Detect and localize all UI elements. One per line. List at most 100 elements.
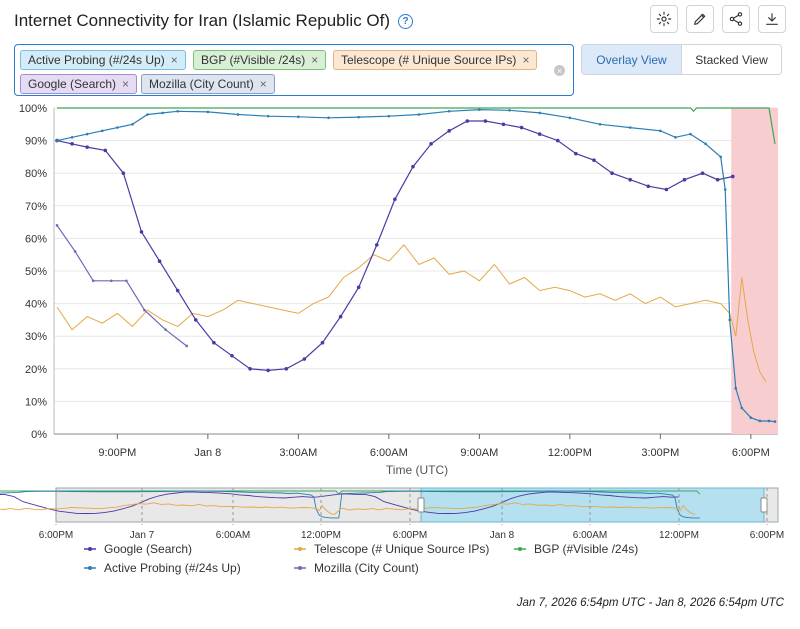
overlay-view-button[interactable]: Overlay View [582,45,682,74]
tag-label: Google (Search) [28,77,117,91]
data-point-google [682,177,687,182]
legend-marker [298,566,302,570]
data-point-google [574,151,578,156]
x-tick-label: 12:00PM [548,447,592,459]
data-point-active [146,113,149,116]
data-point-google [537,132,542,136]
legend-label: Telescope (# Unique Source IPs) [314,542,489,556]
data-point-active [116,126,119,129]
data-point-active [674,136,677,139]
tag-label: Mozilla (City Count) [149,77,254,91]
data-point-google [230,353,234,358]
data-point-active [100,129,104,133]
data-point-active [758,419,762,423]
brush-tick-label: Jan 7 [130,530,155,541]
data-point-google [483,119,488,123]
toolbar [650,5,786,33]
data-point-active [659,129,662,133]
outage-highlight [731,108,778,434]
x-axis-label: Time (UTC) [386,463,448,477]
remove-tag-icon[interactable]: × [311,53,319,67]
chart-legend: Google (Search) Telescope (# Unique Sourc… [84,542,638,575]
tag-label: Telescope (# Unique Source IPs) [341,53,517,67]
data-point-google [700,171,705,175]
brush-tick-label: Jan 8 [490,530,515,541]
data-point-active [749,416,753,420]
legend-label: Active Probing (#/24s Up) [104,561,241,575]
series-line-mozilla [56,225,188,347]
tag-bgp[interactable]: BGP (#Visible /24s) × [193,50,327,70]
question-circle-icon[interactable]: ? [398,13,414,29]
data-point-google [175,288,180,293]
data-point-active [236,113,240,116]
brush-handle-left [417,497,425,513]
data-point-mozilla [143,308,146,312]
y-tick-label: 90% [25,136,47,148]
y-tick-label: 10% [25,396,47,408]
series-line-telescope [56,244,767,383]
tag-active-probing[interactable]: Active Probing (#/24s Up) × [20,50,186,70]
pencil-icon [694,13,706,25]
download-icon [766,13,778,25]
share-button[interactable] [722,5,750,33]
brush-tick-label: 12:00PM [301,530,341,541]
brush-handle-right [760,497,768,513]
data-point-google [85,145,89,149]
download-button[interactable] [758,5,786,33]
chart-grid [53,107,778,435]
y-tick-label: 60% [25,233,47,245]
time-brush[interactable]: 6:00PM Jan 7 6:00AM 12:00PM 6:00PM Jan 8 6:00A… [0,487,784,541]
data-point-google [284,367,289,371]
view-toggle: Overlay View Stacked View [581,44,782,75]
data-point-mozilla [110,279,113,283]
data-point-google [519,125,524,130]
data-point-active [357,115,360,119]
series-line-google [56,120,733,372]
y-tick-label: 80% [25,168,47,180]
x-tick-label: 9:00PM [98,447,136,459]
data-point-google [248,367,252,371]
legend-marker [88,566,92,570]
data-point-active [266,114,270,118]
legend-label: Google (Search) [104,542,192,556]
legend-label: BGP (#Visible /24s) [534,542,638,556]
y-tick-label: 100% [19,103,47,115]
tag-google[interactable]: Google (Search) × [20,74,138,94]
data-point-google [592,158,596,162]
data-point-active [728,318,732,322]
data-point-active [55,139,59,142]
remove-tag-icon[interactable]: × [122,77,130,91]
y-axis-ticks: 0% 10% 20% 30% 40% 50% 60% 70% 80% 90% 100% [19,103,47,441]
data-point-active [773,420,777,423]
clear-all-icon[interactable]: × [554,65,565,76]
chart-series [55,107,777,423]
data-point-active [206,110,210,114]
title-row: Internet Connectivity for Iran (Islamic … [14,9,414,33]
legend-label: Mozilla (City Count) [314,561,419,575]
data-point-google [212,340,216,345]
tag-telescope[interactable]: Telescope (# Unique Source IPs) × [333,50,538,70]
data-point-mozilla [73,250,77,253]
edit-button[interactable] [686,5,714,33]
data-point-active [387,114,391,118]
remove-tag-icon[interactable]: × [259,77,267,91]
data-point-google [411,164,415,169]
data-point-google [664,187,669,192]
data-point-google [730,174,735,179]
remove-tag-icon[interactable]: × [522,53,530,67]
data-point-active [447,109,451,113]
brush-tick-label: 6:00AM [573,530,607,541]
remove-tag-icon[interactable]: × [170,53,178,67]
tag-mozilla[interactable]: Mozilla (City Count) × [141,74,275,94]
data-point-active [478,108,481,111]
page-title: Internet Connectivity for Iran (Islamic … [14,11,391,30]
data-point-active [508,108,511,112]
stacked-view-button[interactable]: Stacked View [682,45,781,74]
data-point-google [302,357,307,361]
data-point-active [70,136,74,139]
brush-tick-label: 6:00PM [39,530,73,541]
y-tick-label: 0% [31,429,47,441]
settings-button[interactable] [650,5,678,33]
data-point-google [320,340,325,345]
data-point-google [501,122,506,127]
